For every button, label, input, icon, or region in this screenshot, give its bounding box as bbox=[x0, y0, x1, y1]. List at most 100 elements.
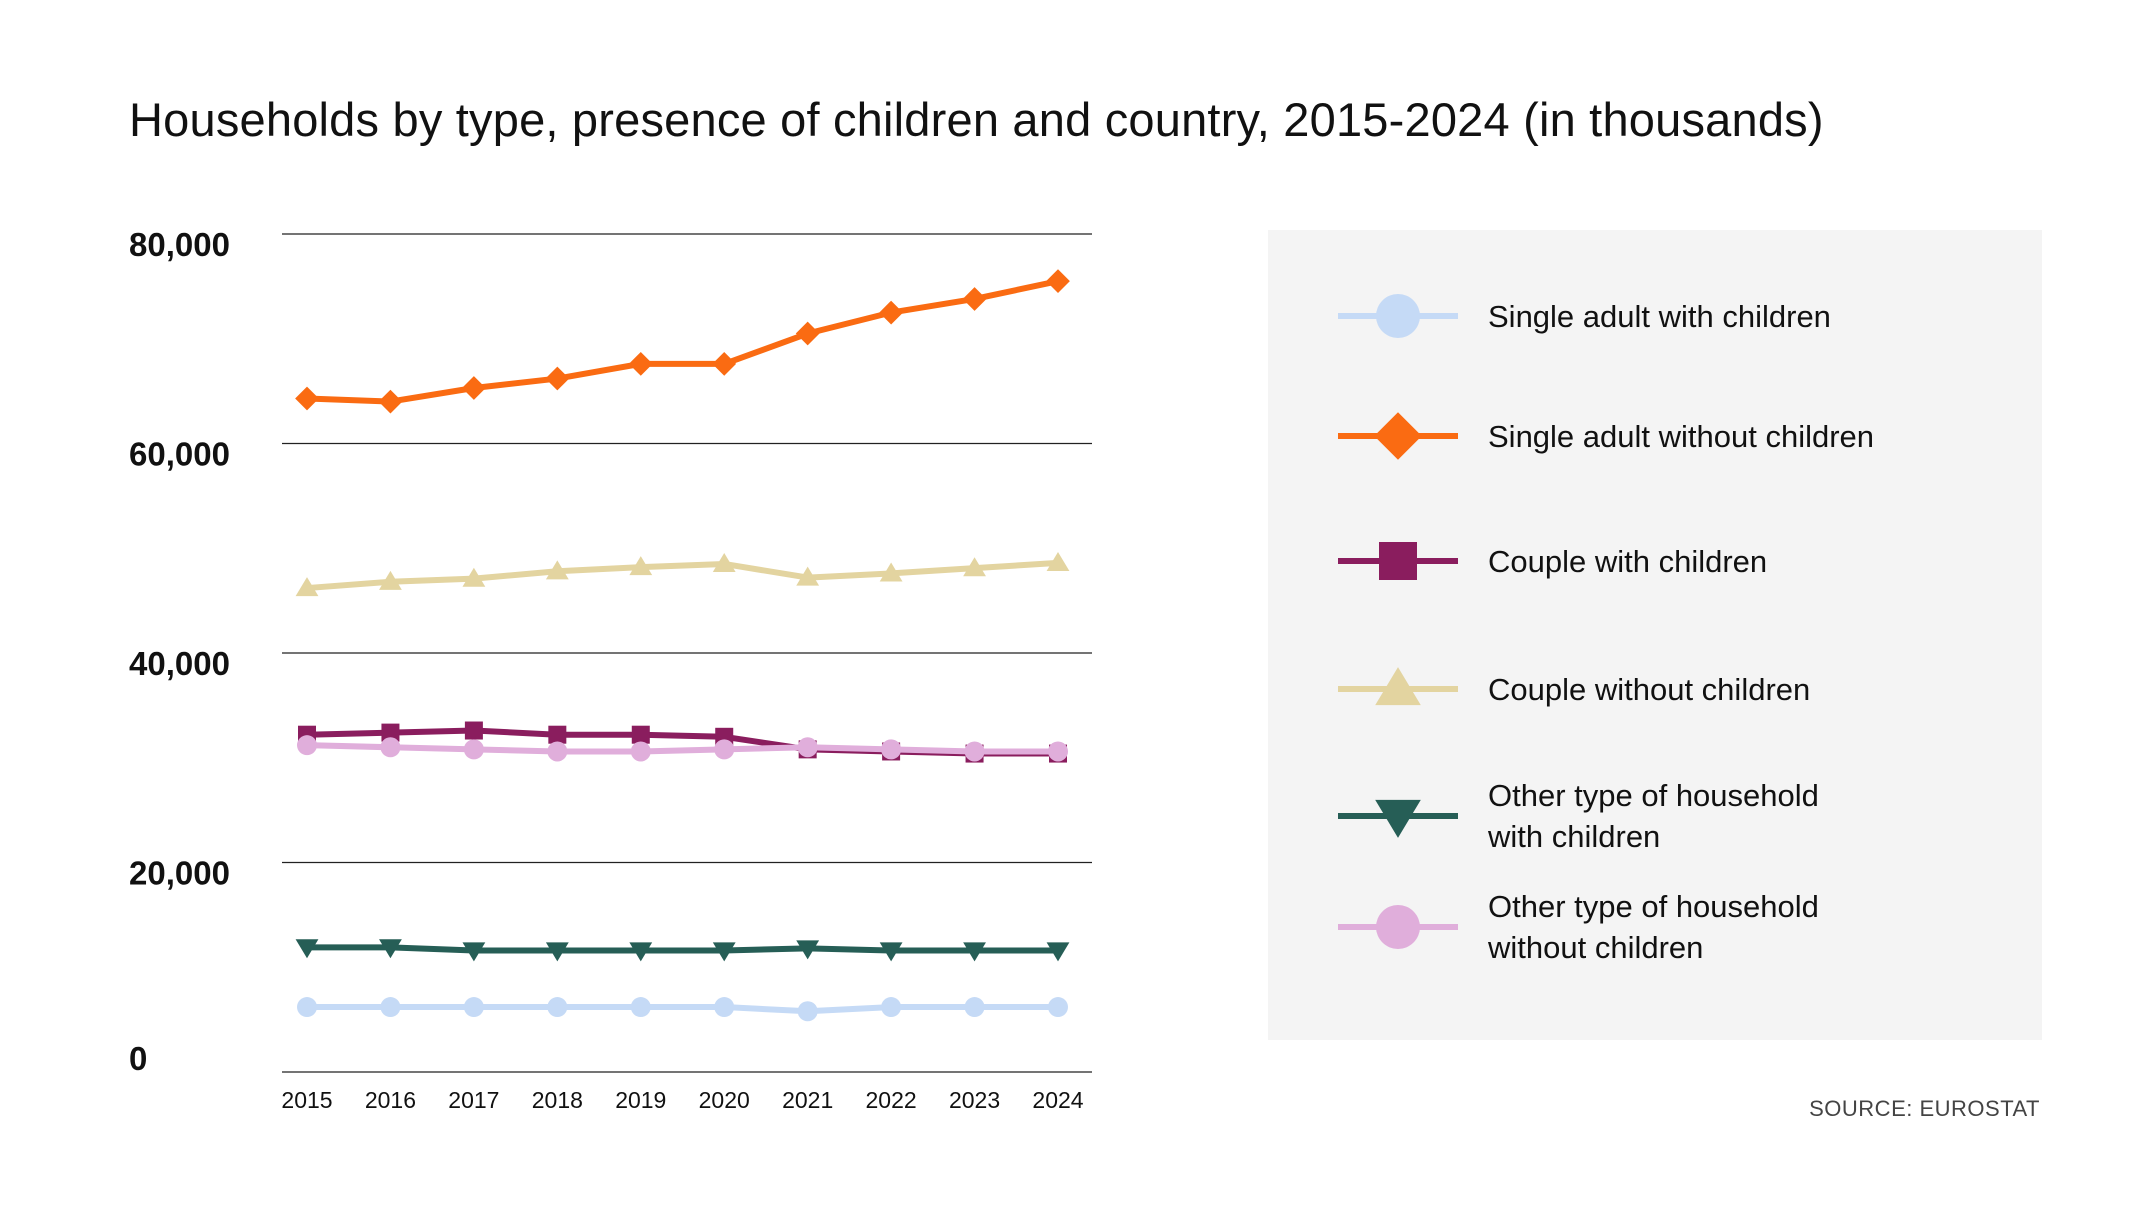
x-tick-label: 2021 bbox=[782, 1087, 833, 1113]
data-point bbox=[548, 725, 567, 744]
data-point bbox=[1046, 942, 1070, 962]
data-point bbox=[380, 997, 401, 1018]
y-tick-label: 0 bbox=[129, 1040, 147, 1077]
data-point bbox=[380, 737, 401, 758]
data-point bbox=[963, 942, 986, 962]
legend-marker bbox=[1375, 799, 1421, 838]
series-5 bbox=[297, 735, 1068, 762]
data-point bbox=[295, 577, 319, 597]
legend-swatch bbox=[1338, 294, 1458, 338]
legend-swatch bbox=[1338, 905, 1458, 949]
data-point bbox=[630, 741, 651, 762]
data-point bbox=[631, 725, 650, 744]
legend-swatch bbox=[1338, 799, 1458, 838]
legend-item: Couple with children bbox=[1268, 511, 2042, 611]
chart-title: Households by type, presence of children… bbox=[129, 93, 1824, 146]
data-point bbox=[1046, 269, 1070, 294]
data-point bbox=[381, 723, 400, 742]
data-point bbox=[547, 997, 568, 1018]
x-tick-label: 2017 bbox=[448, 1087, 499, 1113]
data-point bbox=[964, 997, 985, 1018]
y-tick-label: 80,000 bbox=[129, 226, 230, 263]
data-point bbox=[881, 997, 902, 1018]
data-point bbox=[464, 721, 483, 740]
legend-marker bbox=[1379, 542, 1417, 580]
data-point bbox=[297, 735, 317, 756]
legend-item: Single adult with children bbox=[1268, 266, 2042, 366]
data-point bbox=[712, 352, 737, 376]
data-point bbox=[795, 321, 820, 346]
data-point bbox=[379, 939, 402, 959]
data-point bbox=[463, 739, 484, 760]
data-point bbox=[297, 997, 317, 1018]
x-tick-label: 2019 bbox=[615, 1087, 666, 1113]
data-point bbox=[295, 939, 319, 959]
x-tick-label: 2018 bbox=[532, 1087, 583, 1113]
data-point bbox=[295, 386, 319, 411]
data-point bbox=[879, 942, 903, 962]
series-line bbox=[304, 278, 1061, 405]
legend-marker bbox=[1376, 905, 1420, 949]
y-tick-label: 60,000 bbox=[129, 436, 230, 473]
data-point bbox=[463, 997, 484, 1018]
data-point bbox=[462, 376, 486, 400]
data-point bbox=[462, 942, 486, 962]
data-point bbox=[629, 942, 653, 962]
data-point bbox=[1048, 997, 1068, 1018]
data-point bbox=[545, 366, 570, 391]
data-point bbox=[797, 737, 818, 758]
data-point bbox=[879, 562, 903, 582]
legend-swatch bbox=[1338, 412, 1458, 460]
legend-swatch bbox=[1338, 542, 1458, 580]
data-point bbox=[879, 300, 903, 325]
data-point bbox=[963, 557, 986, 577]
data-point bbox=[714, 739, 735, 760]
data-point bbox=[712, 553, 736, 573]
data-point bbox=[797, 1001, 818, 1022]
legend-item: Other type of household without children bbox=[1268, 877, 2042, 977]
legend-marker bbox=[1374, 412, 1422, 460]
legend-item: Other type of household with children bbox=[1268, 766, 2042, 866]
legend-swatch bbox=[1338, 667, 1458, 706]
legend-marker bbox=[1375, 667, 1421, 706]
series-line bbox=[304, 559, 1061, 592]
data-point bbox=[1048, 741, 1068, 762]
y-tick-label: 20,000 bbox=[129, 855, 230, 892]
data-point bbox=[378, 389, 403, 414]
data-point bbox=[714, 997, 735, 1018]
series-line bbox=[304, 944, 1061, 954]
data-point bbox=[547, 741, 568, 762]
legend-label: Couple with children bbox=[1488, 543, 1768, 579]
data-point bbox=[545, 942, 569, 962]
data-point bbox=[1046, 551, 1070, 571]
data-point bbox=[962, 287, 987, 311]
series-line bbox=[304, 742, 1061, 755]
series-2 bbox=[298, 721, 1067, 763]
legend-label: Single adult with children bbox=[1488, 298, 1831, 334]
data-point bbox=[545, 560, 569, 580]
source-note: SOURCE: EUROSTAT bbox=[1809, 1096, 2040, 1121]
data-point bbox=[796, 566, 820, 586]
legend-item: Single adult without children bbox=[1268, 386, 2042, 486]
data-point bbox=[462, 567, 486, 587]
x-tick-label: 2023 bbox=[949, 1087, 1000, 1113]
series-line bbox=[304, 1004, 1061, 1015]
x-tick-label: 2022 bbox=[866, 1087, 917, 1113]
data-point bbox=[379, 570, 402, 590]
data-point bbox=[881, 739, 902, 760]
y-tick-label: 40,000 bbox=[129, 645, 230, 682]
legend-label: Other type of household without children bbox=[1488, 889, 1819, 965]
legend-label: Single adult without children bbox=[1488, 418, 1875, 454]
x-tick-label: 2020 bbox=[699, 1087, 750, 1113]
legend-label: Couple without children bbox=[1488, 671, 1811, 707]
data-point bbox=[630, 997, 651, 1018]
series-4 bbox=[295, 939, 1070, 962]
x-tick-label: 2024 bbox=[1032, 1087, 1083, 1113]
x-tick-label: 2015 bbox=[281, 1087, 332, 1113]
series-0 bbox=[297, 997, 1068, 1022]
data-point bbox=[712, 942, 736, 962]
data-point bbox=[964, 741, 985, 762]
legend: Single adult with children Single adult w… bbox=[1268, 230, 2042, 1040]
series-3 bbox=[295, 551, 1070, 597]
